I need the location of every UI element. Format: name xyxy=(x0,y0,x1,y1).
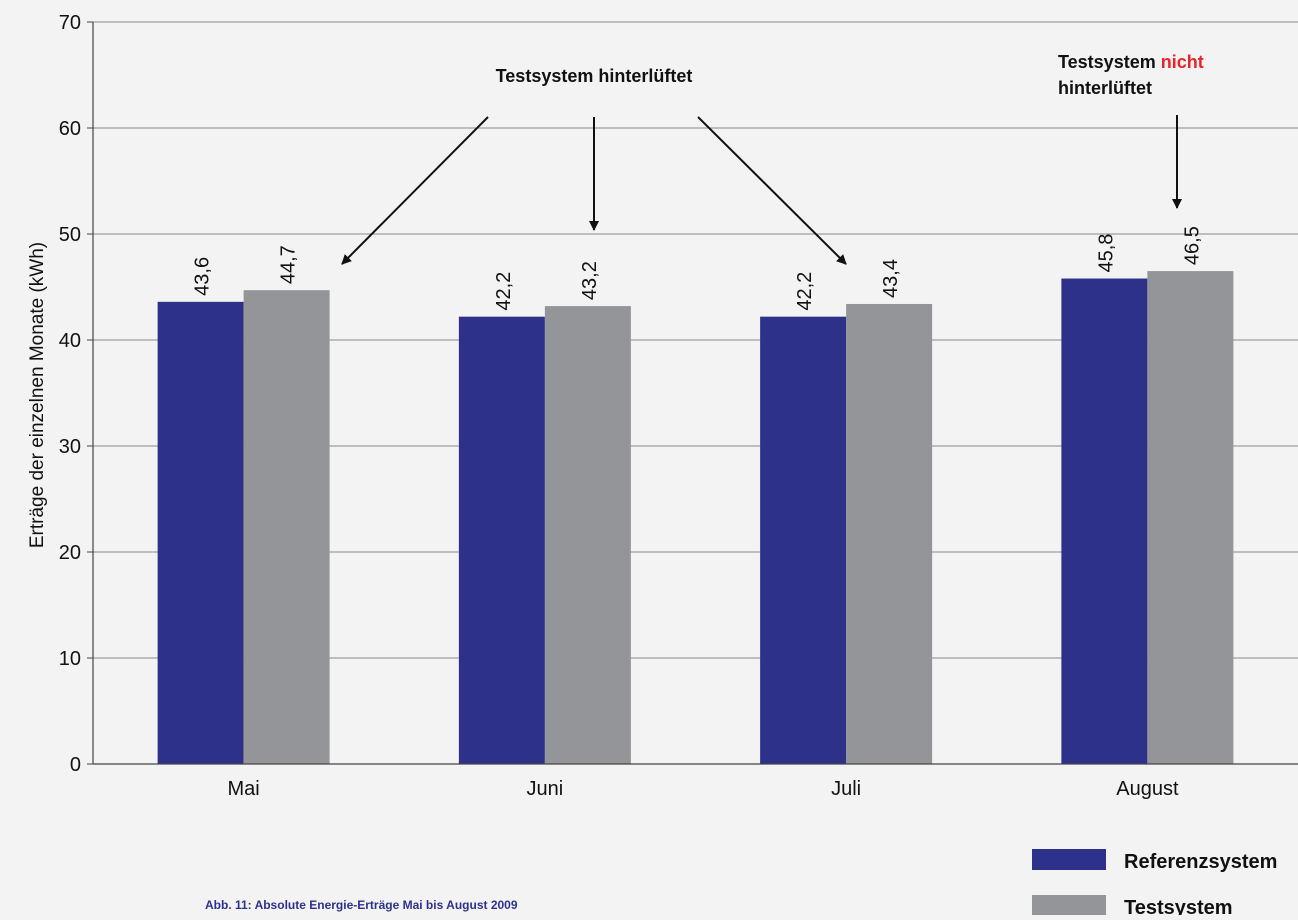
y-tick-label-7: 70 xyxy=(59,12,81,34)
annotation-hinterlueftet: Testsystem hinterlüftet xyxy=(341,66,847,265)
annotation-nicht-prefix: Testsystem xyxy=(1058,52,1161,72)
bar-august-testsystem xyxy=(1147,271,1234,764)
annotation-arrow-mai xyxy=(341,116,489,265)
x-tick-label-juni: Juni xyxy=(527,778,564,800)
y-tick-label-4: 40 xyxy=(59,330,81,352)
y-axis-label: Erträge der einzelnen Monate (kWh) xyxy=(27,242,48,548)
caption: Abb. 11: Absolute Energie-Erträge Mai bi… xyxy=(205,898,518,912)
data-label-juli-referenzsystem: 42,2 xyxy=(794,272,816,311)
bar-juni-testsystem xyxy=(544,306,631,764)
data-labels: 43,6 44,7 42,2 43,2 42,2 43,4 45,8 46,5 xyxy=(192,226,1204,311)
annotation-nicht-line1: Testsystem nicht xyxy=(1058,52,1204,72)
x-tick-label-august: August xyxy=(1116,778,1179,800)
bar-mai-referenzsystem xyxy=(157,301,244,764)
legend-swatch-testsystem xyxy=(1032,895,1106,916)
legend: Referenzsystem Testsystem xyxy=(1032,849,1277,919)
bar-juli-testsystem xyxy=(846,303,933,764)
y-tick-label-2: 20 xyxy=(59,542,81,564)
bar-mai-testsystem xyxy=(243,290,330,764)
x-tick-label-mai: Mai xyxy=(228,778,260,800)
bar-juni-referenzsystem xyxy=(458,316,545,764)
bar-august-referenzsystem xyxy=(1061,278,1148,764)
y-tick-label-1: 10 xyxy=(59,648,81,670)
data-label-august-referenzsystem: 45,8 xyxy=(1095,234,1117,273)
y-tick-label-5: 50 xyxy=(59,224,81,246)
annotation-nicht-highlight: nicht xyxy=(1161,52,1204,72)
data-label-august-testsystem: 46,5 xyxy=(1181,226,1203,265)
legend-label-referenzsystem: Referenzsystem xyxy=(1124,851,1277,873)
data-label-mai-referenzsystem: 43,6 xyxy=(192,257,214,296)
annotation-nicht-hinterlueftet: Testsystem nicht hinterlüftet xyxy=(1058,52,1204,209)
y-tick-label-3: 30 xyxy=(59,436,81,458)
y-tick-label-0: 0 xyxy=(70,754,81,776)
y-tick-label-6: 60 xyxy=(59,118,81,140)
annotation-hinterlueftet-text: Testsystem hinterlüftet xyxy=(496,66,693,86)
data-label-mai-testsystem: 44,7 xyxy=(278,245,300,284)
annotation-arrow-juli xyxy=(697,116,847,265)
legend-label-testsystem: Testsystem xyxy=(1124,897,1233,915)
data-label-juni-testsystem: 43,2 xyxy=(579,261,601,300)
data-label-juli-testsystem: 43,4 xyxy=(880,259,902,298)
legend-swatch-referenzsystem xyxy=(1032,849,1106,870)
bar-juli-referenzsystem xyxy=(760,316,847,764)
annotation-nicht-line2: hinterlüftet xyxy=(1058,78,1152,98)
bars xyxy=(157,271,1234,764)
x-tick-label-juli: Juli xyxy=(831,778,861,800)
data-label-juni-referenzsystem: 42,2 xyxy=(493,272,515,311)
axes: 0 10 20 30 40 50 60 70 Mai Juni Juli August xyxy=(59,12,1298,800)
